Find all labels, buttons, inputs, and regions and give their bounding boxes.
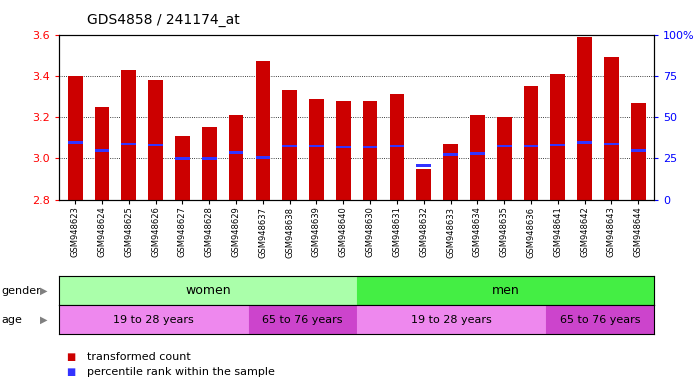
Text: gender: gender (1, 286, 41, 296)
Bar (148, 144, 163, 146)
Bar (283, 144, 297, 147)
Text: ▶: ▶ (40, 286, 48, 296)
Text: men: men (491, 285, 519, 297)
Bar (443, 144, 458, 200)
Bar (59, 305, 248, 334)
Bar (497, 144, 512, 147)
Bar (470, 115, 484, 200)
Bar (336, 146, 351, 149)
Bar (95, 149, 109, 152)
Bar (309, 99, 324, 200)
Bar (229, 151, 244, 154)
Text: percentile rank within the sample: percentile rank within the sample (87, 367, 275, 377)
Bar (248, 305, 356, 334)
Bar (604, 142, 619, 146)
Bar (95, 107, 109, 200)
Text: 65 to 76 years: 65 to 76 years (262, 314, 343, 325)
Text: ■: ■ (66, 367, 75, 377)
Bar (551, 74, 565, 200)
Bar (546, 305, 654, 334)
Text: transformed count: transformed count (87, 352, 191, 362)
Bar (68, 76, 83, 200)
Bar (604, 57, 619, 200)
Bar (68, 141, 83, 144)
Bar (255, 61, 270, 200)
Bar (363, 146, 377, 149)
Text: ■: ■ (66, 352, 75, 362)
Bar (551, 144, 565, 146)
Bar (336, 101, 351, 200)
Bar (443, 153, 458, 156)
Text: women: women (185, 285, 231, 297)
Bar (122, 70, 136, 200)
Bar (202, 127, 216, 200)
Bar (577, 36, 592, 200)
Bar (416, 169, 431, 200)
Text: 19 to 28 years: 19 to 28 years (113, 314, 194, 325)
Bar (523, 144, 538, 147)
Bar (363, 101, 377, 200)
Text: GDS4858 / 241174_at: GDS4858 / 241174_at (87, 13, 239, 27)
Bar (229, 115, 244, 200)
Bar (122, 142, 136, 146)
Bar (283, 90, 297, 200)
Text: age: age (1, 314, 22, 325)
Bar (390, 94, 404, 200)
Bar (416, 164, 431, 167)
Text: ▶: ▶ (40, 314, 48, 325)
Bar (357, 305, 546, 334)
Bar (470, 152, 484, 155)
Bar (631, 149, 645, 152)
Bar (59, 276, 357, 305)
Text: 19 to 28 years: 19 to 28 years (411, 314, 492, 325)
Bar (202, 157, 216, 160)
Bar (255, 156, 270, 159)
Bar (357, 276, 654, 305)
Bar (631, 103, 645, 200)
Bar (497, 117, 512, 200)
Bar (577, 141, 592, 144)
Text: 65 to 76 years: 65 to 76 years (560, 314, 640, 325)
Bar (148, 80, 163, 200)
Bar (175, 157, 190, 160)
Bar (309, 144, 324, 147)
Bar (390, 144, 404, 147)
Bar (175, 136, 190, 200)
Bar (523, 86, 538, 200)
